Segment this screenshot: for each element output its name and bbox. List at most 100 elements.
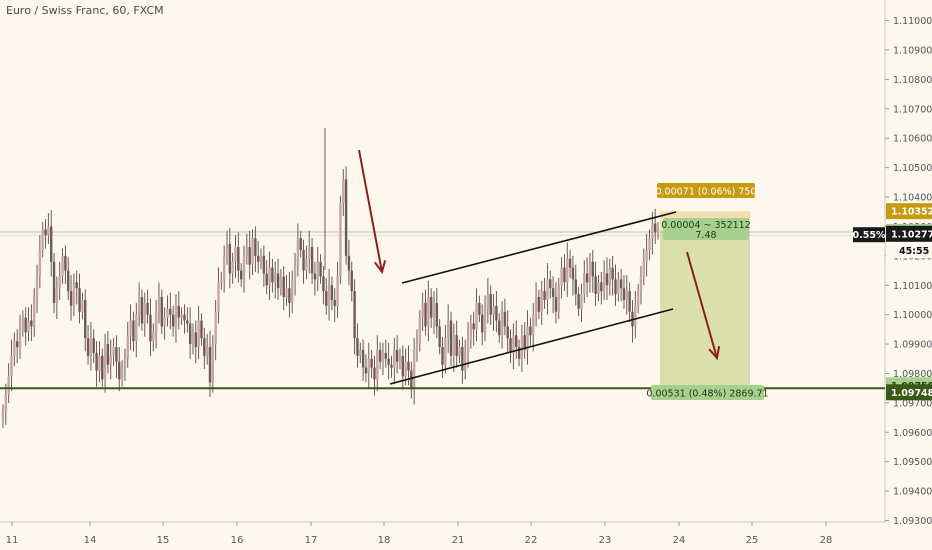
candle-body bbox=[435, 302, 439, 327]
candle-body bbox=[625, 291, 629, 300]
candle-body bbox=[361, 349, 365, 368]
candle-body bbox=[367, 358, 370, 374]
candle-body bbox=[313, 273, 317, 280]
change-percent-bg bbox=[853, 227, 885, 243]
candle-body bbox=[200, 320, 203, 339]
candle-body bbox=[412, 349, 416, 389]
candle-body bbox=[568, 258, 572, 268]
candle-body bbox=[52, 261, 56, 303]
candle-body bbox=[395, 349, 399, 362]
candle-body bbox=[515, 335, 518, 348]
candle-body bbox=[398, 355, 402, 362]
candle-body bbox=[259, 255, 263, 262]
candle-body bbox=[254, 238, 257, 256]
chart-title: Euro / Swiss Franc, 60, FXCM bbox=[6, 4, 164, 17]
candle-body bbox=[38, 249, 42, 277]
candle-body bbox=[41, 229, 44, 250]
candle-body bbox=[231, 261, 234, 274]
candle-body bbox=[166, 308, 169, 318]
candle-body bbox=[302, 249, 305, 271]
candle-body bbox=[160, 297, 163, 327]
candle-body bbox=[47, 226, 50, 236]
candle-body bbox=[617, 279, 620, 295]
candle-body bbox=[611, 267, 614, 280]
candle-body bbox=[146, 302, 149, 315]
price-tick-label: 1.09300 bbox=[893, 516, 932, 527]
countdown-badge: 45:55 bbox=[886, 243, 932, 259]
candle-body bbox=[517, 347, 521, 359]
candle-body bbox=[344, 179, 348, 256]
candle-body bbox=[480, 314, 484, 333]
price-tick-label: 1.09400 bbox=[893, 487, 932, 498]
candle-body bbox=[415, 344, 419, 350]
candle-body bbox=[271, 267, 274, 283]
candle-body bbox=[645, 249, 648, 262]
candle-body bbox=[342, 179, 345, 203]
candle-body bbox=[557, 285, 560, 312]
candle-body bbox=[30, 320, 33, 327]
candle-body bbox=[75, 282, 78, 289]
price-tick-label: 1.10500 bbox=[893, 163, 932, 174]
candle-body bbox=[205, 347, 209, 356]
time-tick-label: 23 bbox=[599, 535, 612, 546]
candle-body bbox=[653, 223, 657, 233]
candle-body bbox=[27, 320, 30, 333]
candle-body bbox=[492, 305, 495, 315]
time-tick-label: 22 bbox=[525, 535, 538, 546]
candle-body bbox=[69, 291, 73, 306]
candle-body bbox=[86, 338, 90, 356]
candle-body bbox=[262, 255, 266, 274]
candle-body bbox=[7, 376, 10, 395]
time-tick-label: 15 bbox=[157, 535, 170, 546]
price-tick-label: 1.10900 bbox=[893, 45, 932, 56]
candle-body bbox=[89, 338, 93, 356]
candle-body bbox=[577, 294, 580, 309]
candle-body bbox=[18, 329, 22, 348]
candle-body bbox=[67, 270, 70, 292]
candle-body bbox=[594, 276, 597, 295]
candle-body bbox=[370, 358, 373, 368]
candle-body bbox=[486, 294, 490, 309]
time-tick-label: 18 bbox=[378, 535, 391, 546]
down-arrow-right-shaft bbox=[686, 251, 718, 359]
candle-body bbox=[180, 314, 183, 318]
candle-body bbox=[404, 361, 407, 377]
candle-body bbox=[529, 326, 532, 336]
candle-body bbox=[614, 279, 617, 295]
candle-body bbox=[438, 326, 441, 348]
candle-body bbox=[339, 202, 342, 277]
time-tick-label: 25 bbox=[746, 535, 759, 546]
time-tick-label: 28 bbox=[820, 535, 833, 546]
candle-body bbox=[347, 255, 351, 271]
candle-body bbox=[123, 358, 127, 368]
target-label-text: 0.00531 (0.48%) 2869.71 bbox=[646, 389, 768, 400]
candle-body bbox=[466, 338, 470, 353]
price-tick-label: 1.10700 bbox=[893, 104, 932, 115]
stop-price-badge-text: 1.10352 bbox=[891, 207, 932, 218]
candle-body bbox=[472, 323, 475, 330]
candle-body bbox=[381, 352, 385, 362]
candle-body bbox=[81, 299, 84, 312]
candle-body bbox=[549, 279, 552, 289]
candle-body bbox=[560, 267, 563, 286]
candle-body bbox=[350, 270, 353, 292]
candle-body bbox=[566, 258, 569, 283]
candle-body bbox=[61, 255, 64, 277]
candle-body bbox=[325, 291, 328, 306]
candle-body bbox=[15, 341, 19, 348]
price-tick-label: 1.09700 bbox=[893, 398, 932, 409]
candle-body bbox=[503, 311, 507, 327]
candle-body bbox=[353, 291, 356, 339]
candle-body bbox=[605, 273, 609, 286]
entry-label-line2: 7.48 bbox=[695, 230, 716, 241]
candle-body bbox=[10, 355, 13, 377]
price-tick-label: 1.09600 bbox=[893, 428, 932, 439]
current-price-badge-text: 1.10277 bbox=[891, 229, 932, 240]
candle-body bbox=[214, 311, 217, 345]
candle-body bbox=[390, 364, 393, 368]
candle-body bbox=[126, 335, 129, 359]
candle-body bbox=[115, 347, 118, 362]
candle-body bbox=[444, 338, 447, 365]
